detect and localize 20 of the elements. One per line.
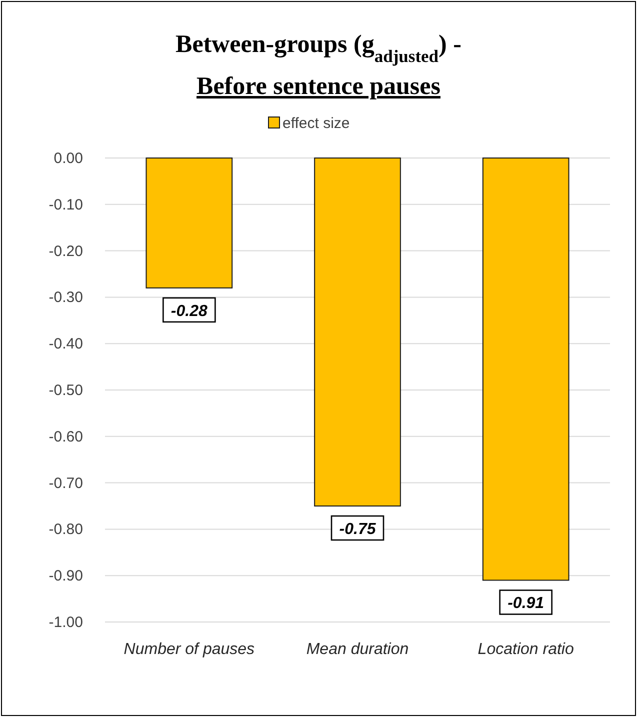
y-tick-label: -0.20 <box>48 242 83 260</box>
legend-label: effect size <box>282 115 350 132</box>
y-tick-label: -0.50 <box>48 382 83 399</box>
x-tick-label: Mean duration <box>306 641 409 658</box>
chart-title: Between-groups (g$_{adjusted}$) - <box>176 31 462 66</box>
y-tick-label: -0.30 <box>48 289 83 306</box>
data-label: -0.28 <box>170 302 208 320</box>
x-tick-label: Number of pauses <box>124 641 255 658</box>
y-tick-label: -0.90 <box>48 568 83 585</box>
y-tick-label: 0.00 <box>54 150 83 167</box>
y-tick-label: -0.10 <box>48 196 83 214</box>
x-tick-label: Location ratio <box>478 641 574 658</box>
y-tick-label: -0.40 <box>48 336 83 353</box>
y-tick-label: -0.60 <box>48 428 83 446</box>
data-label: -0.91 <box>508 595 544 612</box>
y-tick-label: -0.70 <box>48 474 83 492</box>
y-tick-label: -1.00 <box>48 614 83 631</box>
y-tick-label: -0.80 <box>48 521 83 538</box>
data-label: -0.75 <box>339 521 377 538</box>
chart-subtitle: Before sentence pauses <box>196 73 441 100</box>
